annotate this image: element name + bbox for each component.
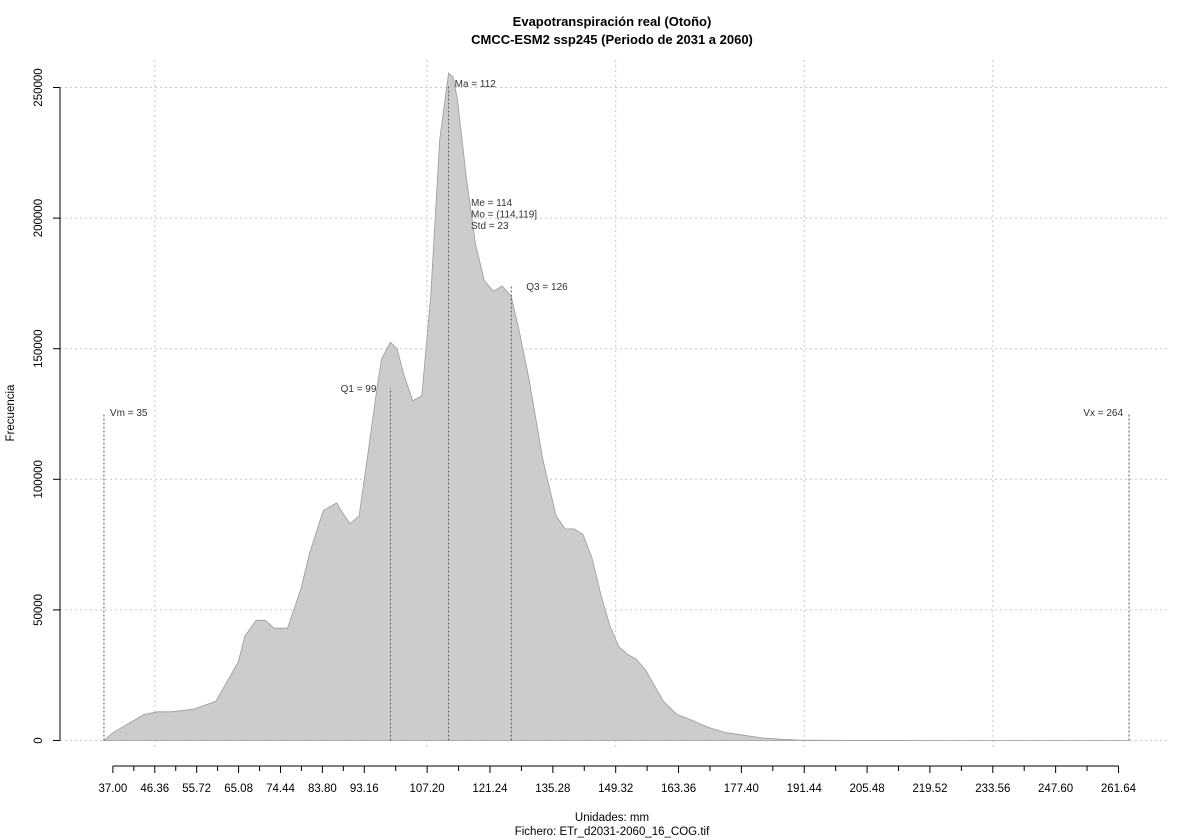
y-tick-label: 150000 <box>33 330 45 368</box>
reference-line-label: Q3 = 126 <box>526 282 568 293</box>
y-tick-label: 0 <box>33 737 45 743</box>
x-tick-label: 121.24 <box>472 783 508 795</box>
x-tick-label: 37.00 <box>98 783 127 795</box>
stats-label: Me = 114 <box>471 198 513 209</box>
x-tick-label: 74.44 <box>266 783 295 795</box>
x-tick-label: 107.20 <box>410 783 445 795</box>
y-tick-label: 200000 <box>33 199 45 237</box>
x-tick-label: 261.64 <box>1101 783 1137 795</box>
stats-label: Std = 23 <box>471 221 509 232</box>
file-caption: Fichero: ETr_d2031-2060_16_COG.tif <box>515 826 710 838</box>
chart-title: Evapotranspiración real (Otoño) <box>513 14 712 29</box>
x-tick-label: 93.16 <box>350 783 379 795</box>
x-tick-label: 83.80 <box>308 783 337 795</box>
x-tick-label: 219.52 <box>912 783 947 795</box>
y-tick-label: 50000 <box>33 594 45 626</box>
reference-line-label: Vx = 264 <box>1083 408 1123 419</box>
x-tick-label: 65.08 <box>224 783 253 795</box>
x-tick-label: 247.60 <box>1038 783 1073 795</box>
x-tick-label: 149.32 <box>598 783 633 795</box>
reference-lines: Vm = 35 Q1 = 99 Ma = 112 Q3 = 126 Vx = 264 <box>103 79 1130 741</box>
x-tick-label: 191.44 <box>787 783 823 795</box>
y-axis: 0 50000 100000 150000 200000 250000 <box>33 68 61 744</box>
x-axis-label: Unidades: mm <box>575 812 649 824</box>
x-tick-label: 55.72 <box>182 783 211 795</box>
x-tick-label: 205.48 <box>849 783 884 795</box>
density-area <box>102 72 1129 741</box>
x-tick-label: 177.40 <box>724 783 759 795</box>
x-tick-label: 135.28 <box>535 783 570 795</box>
reference-line-label: Vm = 35 <box>110 408 148 419</box>
x-axis: 37.00 46.36 55.72 65.08 74.44 83.80 93.16 107.2… <box>98 765 1137 795</box>
reference-line-label: Q1 = 99 <box>341 384 377 395</box>
x-tick-label: 233.56 <box>975 783 1010 795</box>
reference-line-label: Ma = 112 <box>455 79 497 90</box>
stats-label: Mo = (114,119] <box>471 210 537 221</box>
y-tick-label: 250000 <box>33 68 45 106</box>
x-tick-label: 163.36 <box>661 783 696 795</box>
y-tick-label: 100000 <box>33 460 45 498</box>
y-axis-label: Frecuencia <box>5 384 17 441</box>
chart-subtitle: CMCC-ESM2 ssp245 (Periodo de 2031 a 2060… <box>471 32 753 47</box>
x-tick-label: 46.36 <box>140 783 169 795</box>
